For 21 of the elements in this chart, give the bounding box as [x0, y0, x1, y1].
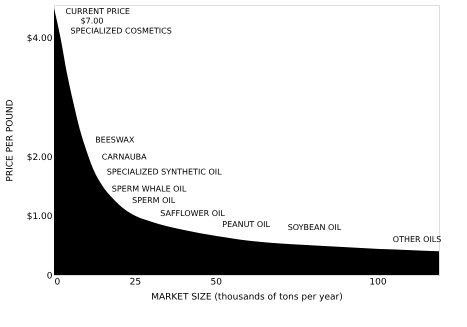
- y-tick-label: $4.00: [26, 34, 53, 44]
- annotation: PEANUT OIL: [222, 220, 271, 230]
- annotation: SOYBEAN OIL: [288, 223, 342, 232]
- annotation: SAFFLOWER OIL: [160, 208, 226, 218]
- annotation: CARNAUBA: [102, 152, 148, 162]
- annotation: BEESWAX: [95, 135, 135, 144]
- annotation: SPERM OIL: [132, 196, 176, 205]
- annotation: SPECIALIZED COSMETICS: [70, 26, 172, 36]
- x-axis-title: MARKET SIZE (thousands of tons per year): [151, 292, 343, 302]
- annotation: SPECIALIZED SYNTHETIC OIL: [106, 167, 222, 176]
- x-tick-label: 50: [210, 278, 222, 288]
- annotation: OTHER OILS: [392, 234, 442, 244]
- x-tick-label: 25: [130, 278, 142, 288]
- annotation: CURRENT PRICE: [66, 7, 130, 16]
- y-tick-label: $2.00: [26, 152, 53, 163]
- y-tick-label: $1.00: [26, 212, 53, 222]
- annotation: SPERM WHALE OIL: [112, 184, 187, 194]
- x-tick-label: 100: [369, 278, 387, 288]
- annotation: $7.00: [80, 16, 104, 26]
- x-tick-label: 0: [54, 278, 60, 288]
- y-axis-title: PRICE PER POUND: [6, 99, 16, 182]
